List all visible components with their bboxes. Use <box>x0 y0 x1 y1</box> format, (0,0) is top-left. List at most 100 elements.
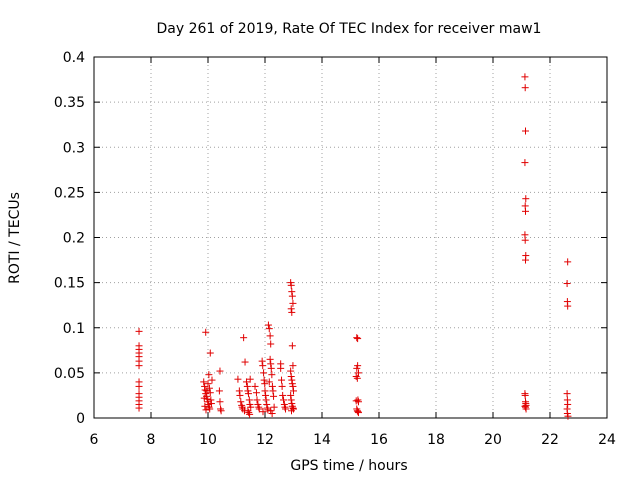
data-point <box>246 375 254 383</box>
data-point <box>260 376 268 384</box>
data-point <box>288 292 296 300</box>
data-point <box>255 405 263 413</box>
data-point <box>200 378 208 386</box>
data-point <box>202 406 210 414</box>
data-point <box>267 364 275 372</box>
data-point <box>245 396 253 404</box>
x-tick-label: 6 <box>90 432 99 448</box>
data-point <box>201 386 209 394</box>
x-tick-label: 14 <box>313 432 331 448</box>
data-point <box>246 410 254 418</box>
data-point <box>206 405 214 413</box>
data-point <box>278 382 286 390</box>
data-point <box>522 195 530 203</box>
data-points <box>135 73 572 420</box>
data-point <box>208 376 216 384</box>
data-point <box>564 258 572 266</box>
data-point <box>521 159 529 167</box>
data-point <box>287 367 295 375</box>
y-tick-label: 0 <box>76 411 85 427</box>
data-point <box>354 396 362 404</box>
data-point <box>135 382 143 390</box>
data-point <box>353 407 361 415</box>
data-point <box>216 367 224 375</box>
chart-title: Day 261 of 2019, Rate Of TEC Index for r… <box>157 21 542 37</box>
data-point <box>564 412 572 420</box>
data-point <box>278 376 286 384</box>
data-point <box>203 387 211 395</box>
data-point <box>268 371 276 379</box>
data-point <box>239 405 247 413</box>
data-point <box>135 362 143 370</box>
data-point <box>253 396 261 404</box>
x-tick-label: 12 <box>256 432 274 448</box>
y-tick-label: 0.15 <box>54 276 85 292</box>
data-point <box>202 328 210 336</box>
data-point <box>242 378 250 386</box>
x-tick-label: 20 <box>484 432 502 448</box>
data-point <box>280 396 288 404</box>
y-tick-label: 0.35 <box>54 95 85 111</box>
data-point <box>287 396 295 404</box>
data-point <box>288 407 296 415</box>
x-tick-labels: 6 8 10 12 14 16 18 20 22 24 <box>90 432 616 448</box>
data-point <box>521 236 529 244</box>
data-point <box>353 374 361 382</box>
data-point <box>215 387 223 395</box>
data-point <box>521 73 529 81</box>
data-point <box>206 349 214 357</box>
data-point <box>255 403 263 411</box>
data-point <box>289 299 297 307</box>
data-point <box>287 372 295 380</box>
data-point <box>261 380 269 388</box>
data-point <box>244 390 252 398</box>
axis-ticks <box>93 56 608 419</box>
data-point <box>288 342 296 350</box>
data-point <box>206 389 214 397</box>
data-point <box>354 408 362 416</box>
data-point <box>266 355 274 363</box>
data-point <box>354 409 362 417</box>
y-tick-label: 0.2 <box>63 231 85 247</box>
x-tick-label: 10 <box>199 432 217 448</box>
data-point <box>521 256 529 264</box>
data-point <box>135 404 143 412</box>
data-point <box>245 409 253 417</box>
data-point <box>266 332 274 340</box>
data-point <box>289 362 297 370</box>
data-point <box>563 280 571 288</box>
data-point <box>282 405 290 413</box>
data-point <box>269 387 277 395</box>
data-point <box>289 382 297 390</box>
data-point <box>521 403 529 411</box>
data-point <box>287 305 295 313</box>
data-point <box>354 335 362 343</box>
data-point <box>264 406 272 414</box>
grid-lines <box>94 57 607 418</box>
data-point <box>259 408 267 416</box>
data-point <box>204 380 212 388</box>
data-point <box>270 403 278 411</box>
data-point <box>270 392 278 400</box>
data-point <box>268 382 276 390</box>
x-tick-label: 16 <box>370 432 388 448</box>
data-point <box>238 401 246 409</box>
data-point <box>268 409 276 417</box>
data-point <box>279 391 287 399</box>
data-point <box>234 375 242 383</box>
data-point <box>243 382 251 390</box>
data-point <box>200 394 208 402</box>
data-point <box>564 400 572 408</box>
x-axis-label: GPS time / hours <box>290 458 407 474</box>
data-point <box>288 288 296 296</box>
data-point <box>353 364 361 372</box>
data-point <box>354 369 362 377</box>
data-point <box>267 340 275 348</box>
y-tick-label: 0.4 <box>63 50 85 66</box>
data-point <box>352 372 360 380</box>
x-tick-label: 8 <box>147 432 156 448</box>
data-point <box>262 396 270 404</box>
data-point <box>235 387 243 395</box>
data-point <box>217 407 225 415</box>
